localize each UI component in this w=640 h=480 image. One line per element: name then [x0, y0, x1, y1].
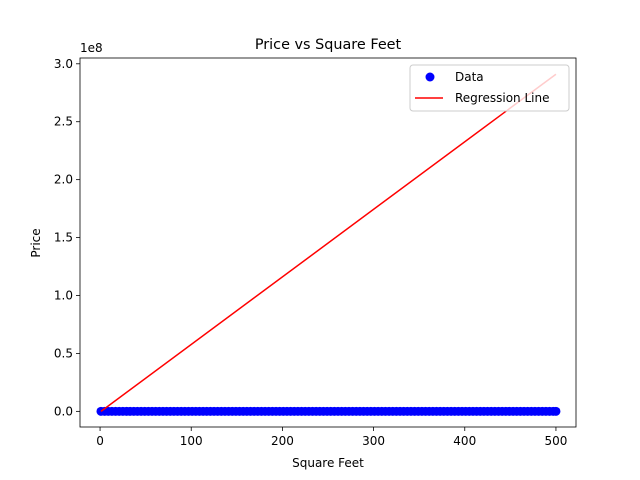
y-axis-label: Price	[29, 228, 43, 257]
legend-data-marker	[425, 72, 435, 82]
x-tick-label: 400	[453, 434, 476, 448]
y-tick-label: 2.0	[54, 173, 73, 187]
axes-frame	[79, 57, 577, 428]
y-axis-offset-label: 1e8	[80, 41, 103, 55]
x-axis-ticks: 0 100 200 300 400 500	[96, 427, 567, 448]
regression-line	[100, 73, 557, 412]
x-tick-label: 300	[362, 434, 385, 448]
y-axis-ticks: 0.0 0.5 1.0 1.5 2.0 2.5 3.0	[54, 57, 80, 418]
y-tick-label: 0.0	[54, 404, 73, 418]
data-point	[551, 406, 561, 416]
legend-box	[409, 64, 570, 112]
y-tick-label: 1.0	[54, 289, 73, 303]
legend: Data Regression Line	[409, 64, 570, 112]
y-tick-label: 0.5	[54, 346, 73, 360]
chart-title: Price vs Square Feet	[255, 37, 402, 53]
y-tick-label: 1.5	[54, 231, 73, 245]
y-tick-label: 2.5	[54, 115, 73, 129]
legend-label-regression: Regression Line	[455, 91, 549, 105]
x-tick-label: 100	[180, 434, 203, 448]
legend-label-data: Data	[455, 70, 484, 84]
x-tick-label: 200	[271, 434, 294, 448]
x-axis-label: Square Feet	[292, 456, 364, 470]
x-tick-label: 0	[96, 434, 104, 448]
plot-area	[96, 73, 561, 416]
y-tick-label: 3.0	[54, 57, 73, 71]
x-tick-label: 500	[544, 434, 567, 448]
